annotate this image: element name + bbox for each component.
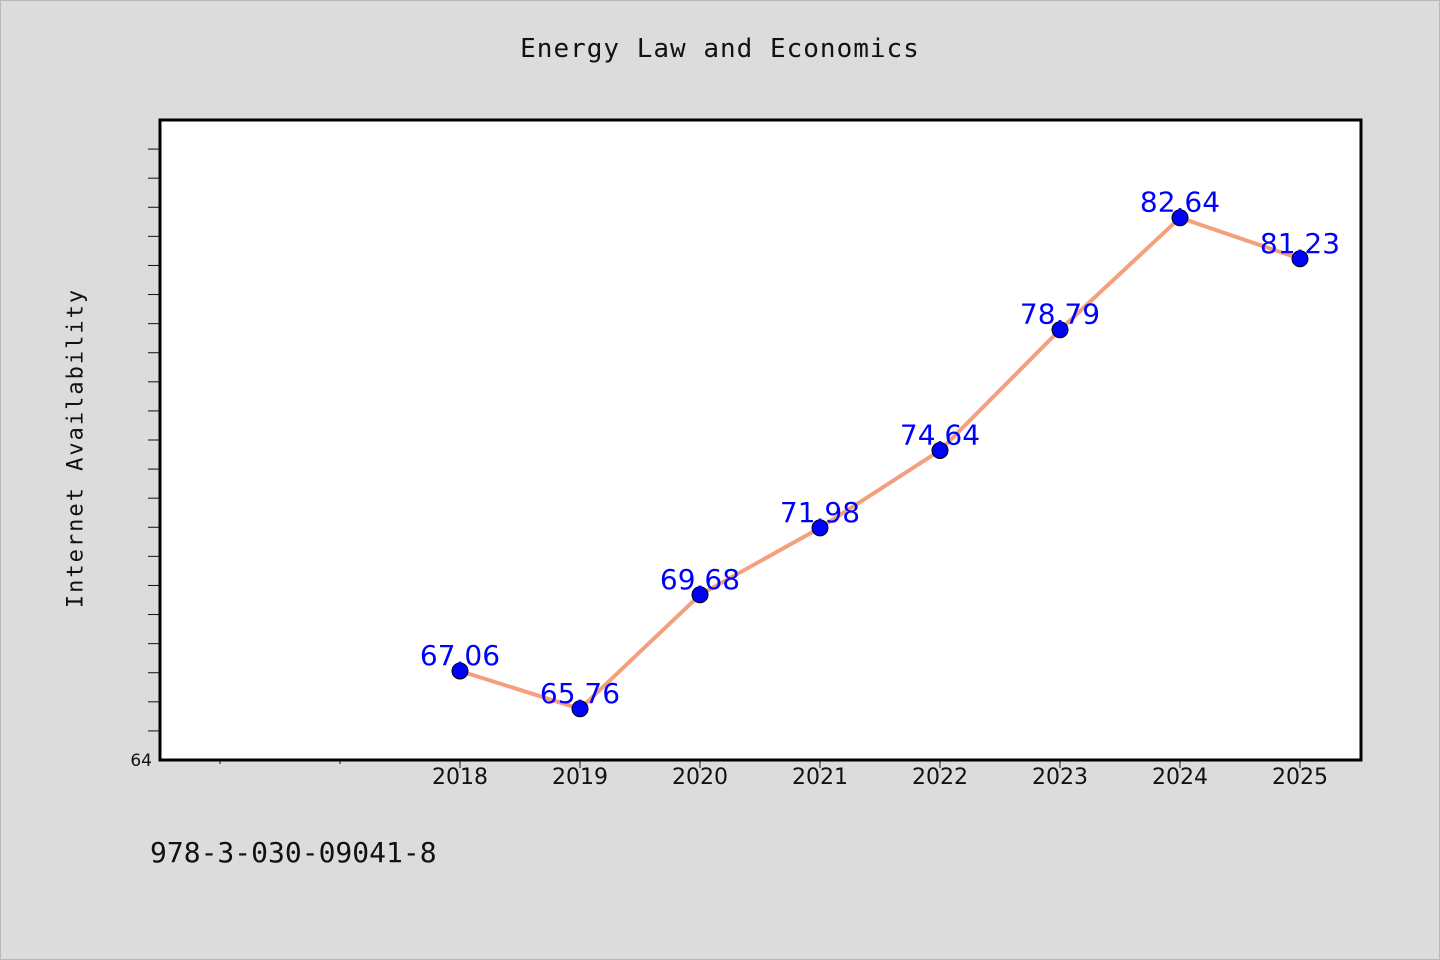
x-tick-label: 2024 bbox=[1152, 765, 1208, 790]
x-tick-label: 2021 bbox=[792, 765, 848, 790]
isbn-text: 978-3-030-09041-8 bbox=[150, 836, 437, 869]
data-label: 74.64 bbox=[900, 418, 980, 451]
data-label: 78.79 bbox=[1020, 298, 1100, 331]
data-label: 69.68 bbox=[660, 563, 740, 596]
data-label: 65.76 bbox=[540, 677, 620, 710]
x-tick-label: 2020 bbox=[672, 765, 728, 790]
x-tick-label: 2022 bbox=[912, 765, 968, 790]
data-point bbox=[451, 662, 469, 680]
data-point bbox=[1171, 209, 1189, 227]
data-point bbox=[1291, 250, 1309, 268]
x-tick-label: 2023 bbox=[1032, 765, 1088, 790]
data-label: 81.23 bbox=[1260, 227, 1340, 260]
x-tick-label: 2025 bbox=[1272, 765, 1328, 790]
data-point bbox=[1051, 321, 1069, 339]
data-point bbox=[811, 519, 829, 537]
series-line bbox=[459, 215, 1301, 711]
plot-border bbox=[158, 118, 1363, 762]
chart-title: Energy Law and Economics bbox=[520, 34, 920, 64]
x-tick-label: 2018 bbox=[432, 765, 488, 790]
data-point bbox=[931, 441, 949, 459]
x-tick-label: 2019 bbox=[552, 765, 608, 790]
data-label: 67.06 bbox=[420, 639, 500, 672]
data-point bbox=[691, 586, 709, 604]
data-label: 71.98 bbox=[780, 496, 860, 529]
data-label: 82.64 bbox=[1140, 186, 1220, 219]
y-tick-label: 64 bbox=[130, 751, 152, 771]
data-point bbox=[571, 700, 589, 718]
plot-area bbox=[160, 120, 1361, 760]
